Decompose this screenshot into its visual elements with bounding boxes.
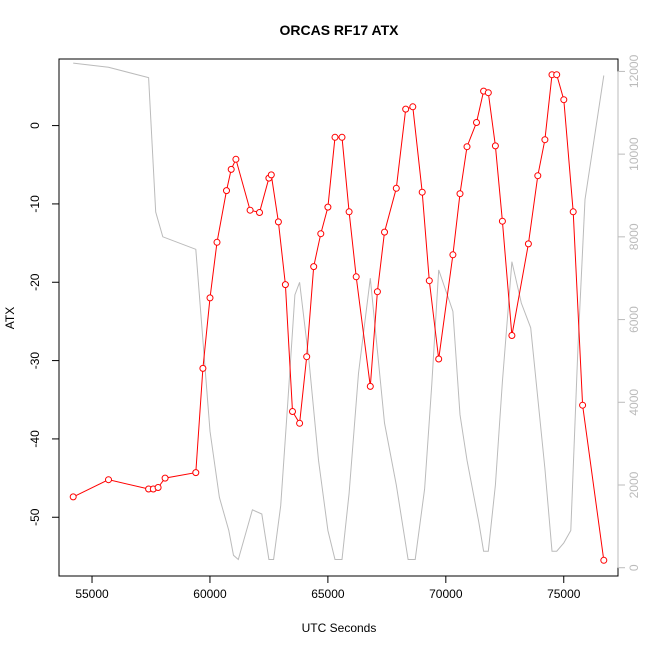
primary-series-point [508,332,516,339]
primary-series-point [317,230,325,238]
x-tick-label: 65000 [311,587,345,601]
primary-series-point [310,263,318,271]
primary-series-point [456,190,464,198]
primary-series-point [232,155,240,163]
primary-series-point [402,105,410,113]
primary-series-point [161,474,169,482]
x-tick-label: 75000 [547,587,581,601]
y-tick-label: 0 [28,122,42,129]
secondary-y-axis: 0 2000 4000 6000 8000 10000 12000 [617,54,641,571]
primary-series-point [274,218,282,226]
y-tick-label: -20 [28,273,42,291]
primary-series-point [338,133,346,141]
y2-tick-label: 8000 [627,223,641,250]
y2-tick-label: 2000 [627,471,641,498]
primary-series-point [267,171,275,179]
primary-series-point [227,165,235,173]
x-tick-label: 60000 [193,587,227,601]
primary-series-point [541,136,549,144]
primary-series-point [381,228,388,236]
x-axis: 55000 60000 65000 70000 75000 [75,575,581,601]
primary-series-point [352,273,360,281]
x-tick-label: 70000 [429,587,463,601]
primary-series-point [425,277,433,285]
primary-series-point [600,556,608,564]
primary-series-point [303,353,311,361]
plot-frame [58,58,619,577]
primary-series-point [296,419,304,427]
y2-tick-label: 6000 [627,306,641,333]
y2-tick-label: 0 [627,564,641,571]
primary-series-point [524,240,532,248]
primary-series-point [213,238,221,246]
primary-series-point [553,71,561,79]
primary-series-point [373,288,381,296]
primary-series-point [491,142,499,150]
primary-series-point [345,208,353,216]
primary-series-point [289,408,296,415]
y2-tick-label: 4000 [627,389,641,416]
primary-series-point [463,143,471,151]
y-tick-label: -40 [28,430,42,448]
primary-series-point [154,484,162,491]
primary-series-point [256,209,263,216]
primary-series-point [409,103,417,111]
primary-series-point [206,294,214,302]
primary-series-point [579,401,587,409]
primary-series-point [449,251,457,259]
primary-series-point [366,382,374,390]
primary-series-point [324,203,332,211]
primary-series-point [69,493,77,501]
primary-series-point [473,119,480,126]
y-tick-label: -30 [28,352,42,370]
y-tick-label: -10 [28,195,42,213]
primary-series-point [105,476,112,484]
primary-series-point [418,188,426,196]
primary-series-point [331,133,339,141]
chart-title: ORCAS RF17 ATX [279,22,399,38]
secondary-series-line [73,62,605,561]
primary-series-point [392,184,400,192]
y-axis-label: ATX [3,307,17,329]
y-axis: 0 -10 -20 -30 -40 -50 [28,122,60,526]
primary-series-point [281,281,289,289]
y2-tick-label: 12000 [627,54,641,88]
primary-series-point [534,172,542,180]
x-tick-label: 55000 [75,587,109,601]
primary-series-point [199,364,207,372]
primary-series-point [569,208,577,216]
primary-series-point [484,89,492,97]
primary-series-point [560,96,568,104]
primary-series-line [72,74,605,561]
primary-series-point [246,206,254,214]
y-tick-label: -50 [28,508,42,526]
primary-series-point [435,355,443,363]
series-layer [69,62,608,564]
x-axis-label: UTC Seconds [302,621,377,635]
primary-series-point [192,469,200,477]
primary-series-point [498,217,506,225]
primary-series-point [223,187,230,195]
y2-tick-label: 10000 [627,137,641,171]
